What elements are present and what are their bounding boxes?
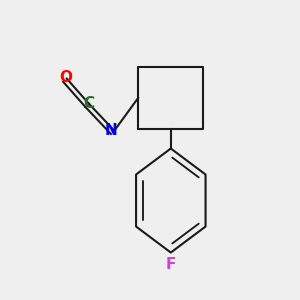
Text: N: N (105, 123, 118, 138)
Text: O: O (59, 70, 72, 85)
Text: F: F (166, 257, 176, 272)
Text: C: C (83, 96, 94, 111)
